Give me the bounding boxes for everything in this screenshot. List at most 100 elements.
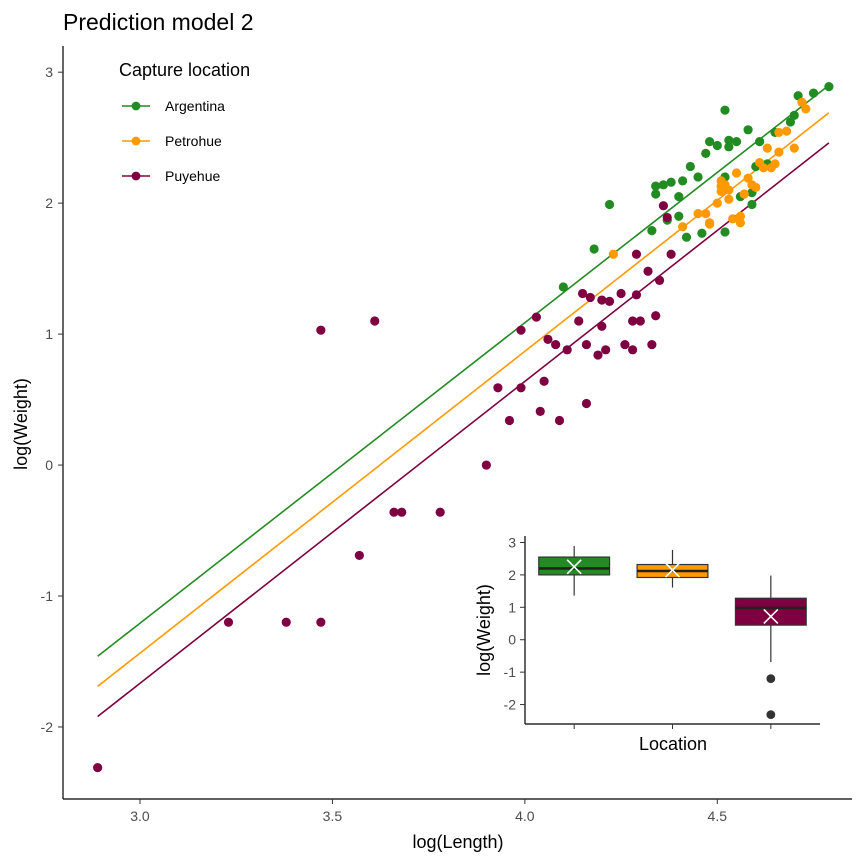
point-puyehue bbox=[531, 312, 542, 322]
y-axis-ticks: -2 -1 0 1 2 3 bbox=[41, 64, 63, 735]
y-tick-label: -1 bbox=[41, 588, 54, 604]
legend-key-dot bbox=[131, 136, 141, 146]
legend-label-puyehue: Puyehue bbox=[165, 168, 220, 184]
legend-label-argentina: Argentina bbox=[165, 98, 225, 114]
inset-y-tick-label: 3 bbox=[508, 534, 516, 550]
point-petrohue bbox=[704, 219, 715, 229]
point-argentina bbox=[789, 110, 799, 121]
outlier-point-puyehue bbox=[766, 710, 776, 719]
point-argentina bbox=[755, 136, 765, 147]
inset-x-axis-ticks bbox=[573, 724, 772, 729]
point-puyehue bbox=[585, 292, 595, 303]
point-petrohue bbox=[728, 214, 738, 224]
inset-y-tick-label: -1 bbox=[504, 664, 517, 680]
box-puyehue bbox=[734, 597, 807, 626]
mean-marker-puyehue bbox=[763, 608, 779, 624]
point-puyehue bbox=[316, 617, 326, 627]
legend: Capture location Argentina Petrohue Puyehu… bbox=[119, 60, 250, 184]
inset-y-tick-label: 2 bbox=[508, 567, 516, 583]
legend-key-dot bbox=[131, 171, 141, 181]
legend-title: Capture location bbox=[119, 60, 250, 80]
inset-boxplot: -2 -1 0 1 2 3 Location log(Weight) bbox=[474, 534, 820, 754]
point-puyehue bbox=[539, 376, 549, 386]
point-puyehue bbox=[577, 288, 588, 299]
y-tick-label: 3 bbox=[45, 64, 53, 80]
point-argentina bbox=[704, 136, 715, 147]
point-petrohue bbox=[693, 209, 703, 219]
point-petrohue bbox=[701, 209, 711, 219]
point-argentina bbox=[808, 88, 819, 98]
point-puyehue bbox=[435, 507, 445, 517]
point-petrohue bbox=[735, 211, 745, 221]
point-petrohue bbox=[801, 104, 811, 114]
point-puyehue bbox=[597, 321, 607, 331]
point-puyehue bbox=[597, 295, 607, 305]
point-argentina bbox=[747, 199, 757, 210]
point-puyehue bbox=[593, 350, 603, 360]
point-argentina bbox=[658, 180, 669, 190]
point-argentina bbox=[693, 172, 703, 182]
point-argentina bbox=[685, 161, 695, 172]
point-puyehue bbox=[543, 334, 553, 344]
point-petrohue bbox=[762, 143, 772, 153]
point-argentina bbox=[589, 244, 599, 254]
point-puyehue bbox=[628, 316, 638, 326]
point-puyehue bbox=[658, 201, 669, 211]
point-puyehue bbox=[93, 762, 103, 773]
point-puyehue bbox=[554, 415, 565, 426]
y-tick-label: 1 bbox=[45, 326, 53, 342]
outlier-point-puyehue bbox=[766, 674, 776, 684]
point-puyehue bbox=[397, 507, 407, 517]
point-petrohue bbox=[731, 168, 742, 178]
point-argentina bbox=[674, 192, 684, 202]
point-puyehue bbox=[516, 325, 526, 335]
point-puyehue bbox=[389, 507, 399, 517]
point-puyehue bbox=[631, 249, 642, 259]
point-argentina bbox=[651, 189, 661, 199]
point-argentina bbox=[681, 232, 692, 242]
point-argentina bbox=[724, 135, 734, 145]
point-argentina bbox=[666, 177, 676, 187]
point-puyehue bbox=[581, 339, 592, 350]
data-points bbox=[93, 81, 834, 773]
point-puyehue bbox=[504, 415, 515, 426]
x-tick-label: 4.0 bbox=[515, 808, 535, 824]
x-axis-ticks: 3.0 3.5 4.0 4.5 bbox=[130, 799, 727, 824]
point-argentina bbox=[604, 199, 615, 210]
point-petrohue bbox=[751, 182, 761, 193]
fit-line-puyehue bbox=[97, 142, 830, 718]
fit-line-petrohue bbox=[97, 112, 830, 688]
point-argentina bbox=[701, 148, 711, 158]
fit-line-argentina bbox=[97, 84, 830, 657]
point-puyehue bbox=[654, 275, 665, 286]
point-argentina bbox=[674, 211, 684, 221]
point-argentina bbox=[558, 282, 568, 292]
point-puyehue bbox=[604, 296, 615, 306]
point-argentina bbox=[720, 227, 730, 237]
inset-boxes bbox=[538, 546, 807, 719]
point-puyehue bbox=[666, 249, 676, 259]
legend-label-petrohue: Petrohue bbox=[165, 133, 222, 149]
point-puyehue bbox=[481, 460, 491, 470]
point-puyehue bbox=[574, 316, 584, 326]
point-puyehue bbox=[635, 316, 645, 326]
inset-y-axis-ticks: -2 -1 0 1 2 3 bbox=[504, 534, 525, 713]
point-puyehue bbox=[601, 345, 611, 355]
point-petrohue bbox=[781, 126, 792, 136]
point-puyehue bbox=[354, 550, 364, 561]
point-argentina bbox=[743, 125, 753, 135]
point-puyehue bbox=[631, 290, 642, 300]
point-argentina bbox=[678, 176, 688, 186]
point-puyehue bbox=[516, 383, 526, 393]
point-puyehue bbox=[581, 398, 592, 409]
y-tick-label: -2 bbox=[41, 719, 54, 735]
inset-y-axis-title: log(Weight) bbox=[474, 584, 494, 676]
point-puyehue bbox=[643, 266, 653, 276]
y-axis-title: log(Weight) bbox=[11, 378, 31, 470]
point-puyehue bbox=[616, 288, 626, 299]
point-argentina bbox=[647, 226, 657, 236]
point-petrohue bbox=[724, 194, 734, 204]
point-puyehue bbox=[647, 339, 657, 350]
